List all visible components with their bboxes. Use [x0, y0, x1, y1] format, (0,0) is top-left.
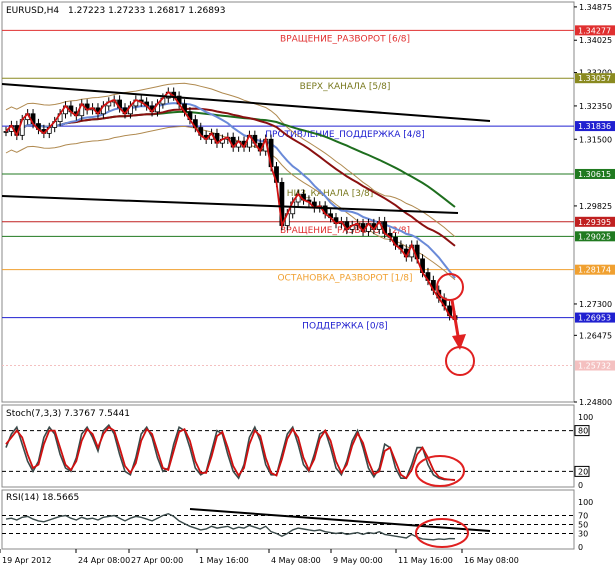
level-tag-label: 1.29025	[578, 232, 611, 241]
price-tick-label: 1.34875	[579, 3, 612, 12]
level-text: ОСТАНОВКА_РАЗВОРОТ [1/8]	[277, 274, 412, 284]
highlight-circle	[436, 273, 464, 301]
level-tag-label: 1.25732	[578, 362, 611, 371]
band-lower	[5, 125, 456, 281]
time-axis: 19 Apr 2012 24 Apr 08:00 27 Apr 00:00 1 May…	[0, 549, 519, 565]
trendline-lower	[1, 195, 459, 214]
price-tick-label: 1.27300	[579, 300, 612, 309]
price-tick-label: 1.29825	[579, 202, 612, 211]
level-text: ПРОТИВЛЕНИЕ_ПОДДЕРЖКА [4/8]	[265, 130, 424, 140]
channel-text: НИЗ_КАНАЛА [3/8]	[287, 189, 374, 199]
price-panel: 1.34875 1.34025 1.33200 1.32350 1.31500 1.298…	[1, 1, 615, 407]
trendline-upper	[1, 83, 491, 122]
panel-frame	[1, 1, 575, 403]
osc-tick-label: 100	[578, 498, 593, 507]
stochastic-panel: 100 80 20 0	[1, 404, 593, 490]
level-tag	[575, 121, 615, 132]
stoch-header: Stoch(7,3,3) 7.3767 7.5441	[6, 409, 130, 419]
osc-tick-label: 50	[578, 521, 588, 530]
price-tick-label: 1.34025	[579, 36, 612, 45]
level-tag	[575, 312, 615, 323]
stoch-signal-line	[5, 426, 456, 481]
price-tick-label: 1.33200	[579, 69, 612, 78]
rsi-trendline	[189, 508, 491, 532]
time-tick-label: 27 Apr 00:00	[131, 556, 183, 565]
time-tick-label: 16 May 08:00	[464, 556, 519, 565]
time-tick-label: 19 Apr 2012	[2, 556, 51, 565]
close-line	[5, 91, 456, 321]
level-tag	[575, 168, 615, 179]
level-tag	[575, 216, 615, 227]
price-tick-label: 1.31500	[579, 135, 612, 144]
level-tag-label: 1.28174	[578, 266, 611, 275]
level-tag-label: 1.33057	[578, 74, 611, 83]
band-upper	[5, 82, 456, 237]
symbol-label: EURUSD,H4	[6, 6, 59, 16]
level-text: ВРАЩЕНИЕ_РАЗВОРОТ [2/8]	[280, 226, 410, 236]
osc-tick-label: 0	[578, 481, 583, 490]
level-text: ВЕРХ_КАНАЛА [5/8]	[300, 82, 391, 92]
time-tick-label: 1 May 16:00	[199, 556, 249, 565]
stoch-circle	[415, 455, 465, 487]
price-tick-label: 1.26475	[579, 331, 612, 340]
arrow-shaft	[450, 299, 461, 343]
level-tag	[575, 231, 615, 242]
level-tag	[575, 25, 615, 36]
osc-tag	[574, 465, 590, 477]
price-tick-label: 1.24800	[579, 398, 612, 407]
stoch-main-line	[5, 423, 456, 481]
level-text: ВРАЩЕНИЕ_РАЗВОРОТ [6/8]	[280, 34, 410, 44]
level-tag	[575, 73, 615, 84]
candle-body	[3, 131, 9, 133]
rsi-circle	[415, 518, 469, 548]
ohlc-values: 1.27223 1.27233 1.26817 1.26893	[68, 6, 225, 16]
level-tag-label: 1.34277	[578, 26, 611, 35]
ma-mid	[5, 107, 456, 247]
level-tag	[575, 360, 615, 371]
level-text: ПОДДЕРЖКА [0/8]	[302, 322, 388, 332]
osc-tick-label: 0	[578, 543, 583, 552]
time-tick-label: 9 May 00:00	[333, 556, 383, 565]
level-tag	[575, 264, 615, 275]
time-tick-label: 4 May 08:00	[271, 556, 321, 565]
price-tick-label: 1.32350	[579, 102, 612, 111]
osc-tick-label: 30	[578, 530, 588, 539]
level-tag-label: 1.30615	[578, 170, 611, 179]
time-tick-label: 11 May 16:00	[398, 556, 453, 565]
time-tick-label: 24 Apr 08:00	[78, 556, 130, 565]
rsi-line	[5, 512, 456, 541]
level-tag-label: 1.29395	[578, 218, 611, 227]
osc-tag	[574, 425, 590, 437]
level-tag-label: 1.31836	[578, 122, 611, 131]
osc-tick-label: 70	[578, 512, 588, 521]
osc-tick-label: 80	[578, 427, 588, 436]
osc-tick-label: 100	[578, 413, 593, 422]
level-tag-label: 1.26953	[578, 314, 611, 323]
arrow-head	[452, 334, 466, 350]
osc-tick-label: 20	[578, 467, 588, 476]
rsi-header: RSI(14) 18.5665	[6, 493, 79, 503]
